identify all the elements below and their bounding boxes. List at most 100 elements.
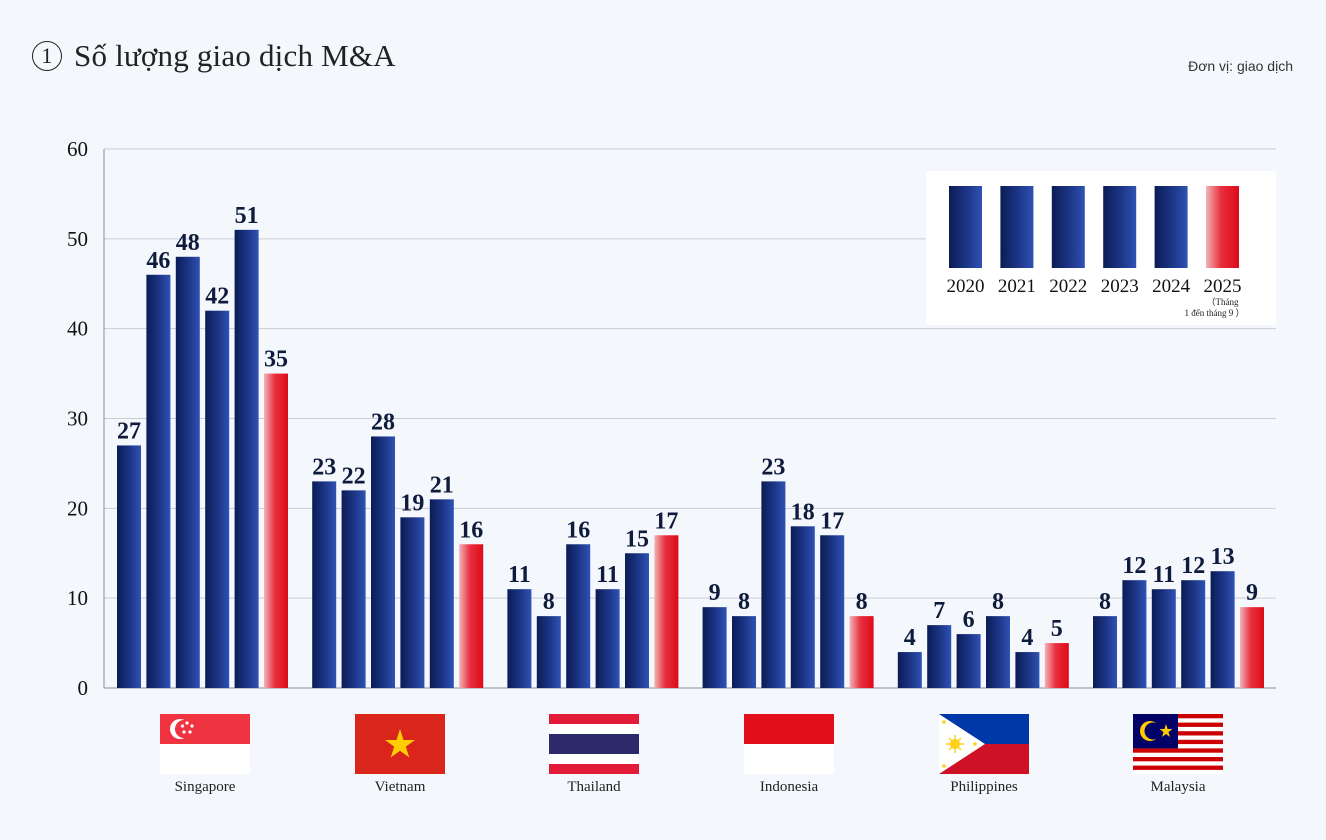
bar-vietnam-2023 — [400, 517, 425, 688]
data-label: 12 — [1122, 553, 1146, 579]
legend-swatch-2022 — [1051, 186, 1085, 268]
philippines-flag-icon — [939, 714, 1029, 774]
bar-thailand-2025 — [654, 535, 679, 688]
bar-thailand-2022 — [566, 544, 591, 688]
thailand-flag-icon — [549, 714, 639, 774]
data-label: 8 — [738, 589, 750, 615]
data-label: 9 — [1246, 580, 1258, 606]
legend-swatch-2024 — [1154, 186, 1188, 268]
vietnam-flag-icon — [355, 714, 445, 774]
title-text: Số lượng giao dịch M&A — [74, 38, 396, 73]
data-label: 11 — [596, 562, 619, 588]
data-label: 19 — [400, 490, 424, 516]
data-label: 4 — [904, 625, 916, 651]
data-label: 16 — [566, 517, 590, 543]
data-label: 6 — [963, 607, 975, 633]
bar-malaysia-2021 — [1122, 580, 1147, 688]
indonesia-flag-icon — [744, 714, 834, 774]
y-tick-label: 0 — [78, 676, 89, 700]
bar-philippines-2022 — [956, 634, 981, 688]
data-label: 35 — [264, 347, 288, 373]
bar-indonesia-2025 — [849, 616, 874, 688]
legend-swatch-2021 — [1000, 186, 1034, 268]
data-label: 48 — [176, 230, 200, 256]
data-label: 4 — [1021, 625, 1033, 651]
data-label: 8 — [543, 589, 555, 615]
bar-philippines-2021 — [927, 625, 952, 688]
bar-thailand-2020 — [507, 589, 532, 688]
legend-note-line1: （Tháng — [1207, 297, 1239, 307]
data-label: 27 — [117, 418, 141, 444]
legend-swatch-2025 — [1206, 186, 1239, 268]
data-label: 7 — [933, 598, 945, 624]
y-tick-label: 10 — [67, 586, 88, 610]
legend-label: 2025 — [1204, 276, 1242, 297]
bar-malaysia-2025 — [1240, 607, 1264, 688]
data-label: 17 — [820, 508, 844, 534]
data-label: 5 — [1051, 616, 1063, 642]
bar-vietnam-2021 — [341, 490, 366, 688]
y-tick-label: 30 — [67, 407, 88, 431]
title-number: 1 — [32, 41, 62, 71]
country-label-malaysia: Malaysia — [1150, 779, 1206, 795]
data-label: 42 — [205, 284, 229, 310]
country-label-philippines: Philippines — [950, 779, 1018, 795]
data-label: 23 — [312, 454, 336, 480]
bar-singapore-2023 — [205, 310, 230, 688]
bar-indonesia-2022 — [761, 481, 786, 688]
data-label: 11 — [1152, 562, 1175, 588]
unit-label: Đơn vị: giao dịch — [1188, 58, 1293, 74]
singapore-flag-icon — [160, 714, 250, 774]
data-label: 8 — [856, 589, 868, 615]
bar-singapore-2024 — [234, 229, 259, 688]
data-label: 21 — [430, 472, 454, 498]
bar-vietnam-2025 — [459, 544, 484, 688]
bar-indonesia-2024 — [820, 535, 845, 688]
data-label: 8 — [1099, 589, 1111, 615]
data-label: 12 — [1181, 553, 1205, 579]
legend-note-line2: 1 đến tháng 9 ） — [1185, 308, 1245, 318]
y-tick-label: 60 — [67, 137, 88, 161]
bar-singapore-2025 — [264, 373, 288, 688]
bar-philippines-2020 — [897, 652, 922, 688]
legend-label: 2023 — [1101, 276, 1139, 297]
data-label: 9 — [709, 580, 721, 606]
data-label: 11 — [508, 562, 531, 588]
country-label-vietnam: Vietnam — [374, 779, 426, 795]
bar-thailand-2021 — [536, 616, 561, 688]
bar-vietnam-2024 — [429, 499, 454, 688]
bar-vietnam-2022 — [371, 436, 395, 688]
data-label: 22 — [342, 463, 366, 489]
bar-singapore-2022 — [175, 256, 200, 688]
malaysia-flag-icon — [1133, 714, 1223, 774]
bar-indonesia-2020 — [702, 607, 727, 688]
legend-swatch-2023 — [1103, 186, 1137, 268]
legend-label: 2021 — [998, 276, 1036, 297]
y-tick-label: 40 — [67, 317, 88, 341]
bar-thailand-2023 — [595, 589, 620, 688]
data-label: 23 — [761, 454, 785, 480]
bar-philippines-2025 — [1044, 643, 1069, 688]
bar-malaysia-2024 — [1210, 571, 1235, 688]
grid-layer: 0 10 20 30 40 50 60 — [67, 137, 1276, 700]
legend-swatch-2020 — [949, 186, 982, 268]
data-label: 17 — [654, 508, 678, 534]
country-label-singapore: Singapore — [174, 779, 236, 795]
data-label: 28 — [371, 409, 395, 435]
bar-philippines-2023 — [986, 616, 1010, 688]
bar-philippines-2024 — [1015, 652, 1040, 688]
bar-indonesia-2021 — [732, 616, 756, 688]
bar-indonesia-2023 — [790, 526, 815, 688]
bar-singapore-2020 — [117, 445, 141, 688]
chart-title: 1 Số lượng giao dịch M&A — [32, 38, 396, 74]
bar-malaysia-2023 — [1181, 580, 1206, 688]
bar-vietnam-2020 — [312, 481, 337, 688]
data-label: 16 — [459, 517, 483, 543]
legend-label: 2022 — [1049, 276, 1087, 297]
data-label: 8 — [992, 589, 1004, 615]
data-label: 46 — [146, 248, 170, 274]
legend-label: 2024 — [1152, 276, 1191, 297]
bar-malaysia-2022 — [1151, 589, 1176, 688]
